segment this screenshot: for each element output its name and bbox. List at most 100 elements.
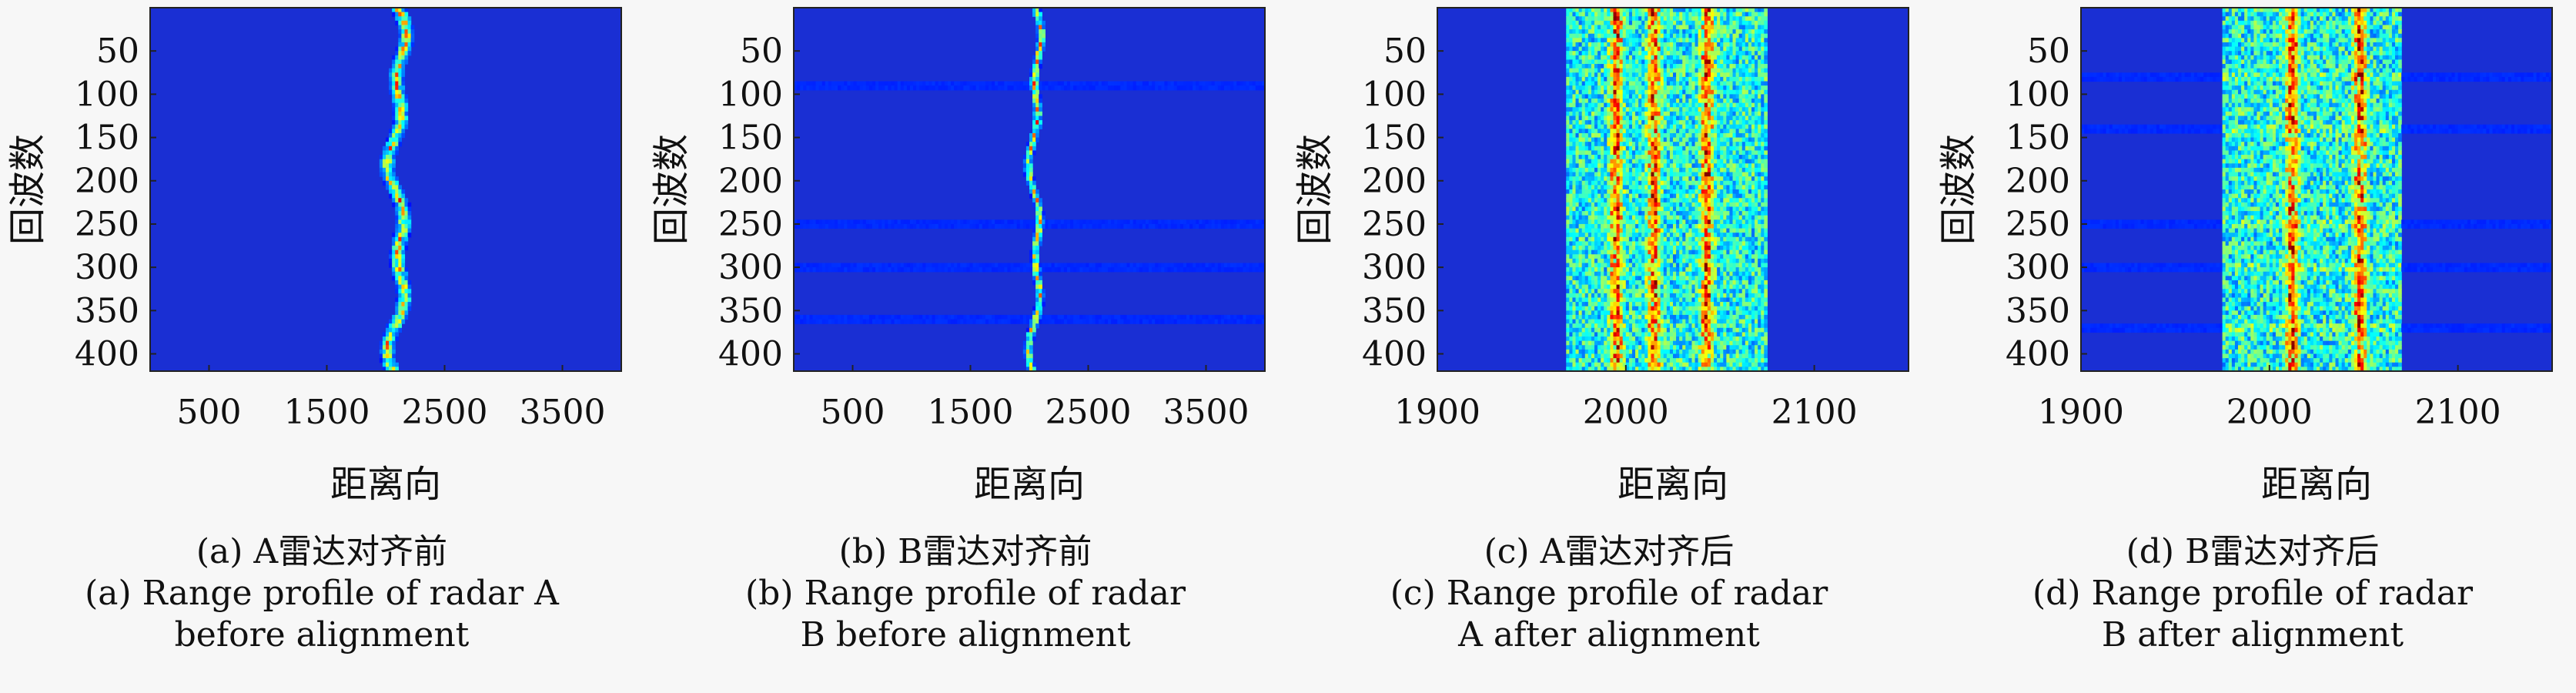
heatmap-cell <box>1622 51 1627 56</box>
heatmap-cell <box>1584 20 1589 26</box>
heatmap-cell <box>1249 85 1253 91</box>
heatmap-cell <box>1673 137 1677 142</box>
heatmap-cell <box>1569 55 1574 61</box>
heatmap-cell <box>1710 51 1715 56</box>
heatmap-cell <box>1673 198 1677 203</box>
heatmap-cell <box>1607 159 1611 164</box>
heatmap-cell <box>1691 38 1696 43</box>
heatmap-cell <box>1572 81 1577 86</box>
heatmap-cell <box>812 219 817 225</box>
heatmap-cell <box>1594 46 1598 52</box>
heatmap-cell <box>1663 72 1668 78</box>
heatmap-cell <box>1569 46 1574 52</box>
heatmap-cell <box>1211 81 1216 86</box>
heatmap-cell <box>1625 59 1630 65</box>
heatmap-cell <box>838 267 841 273</box>
heatmap-cell <box>998 219 1002 225</box>
heatmap-cell <box>972 219 977 225</box>
heatmap-cell <box>803 219 807 225</box>
heatmap-cell <box>1648 76 1652 82</box>
heatmap-cell <box>995 85 999 91</box>
heatmap-cell <box>1764 76 1768 82</box>
heatmap-cell <box>1578 180 1583 186</box>
heatmap-cell <box>1738 29 1743 35</box>
heatmap-cell <box>1720 76 1724 82</box>
heatmap-cell <box>862 219 867 225</box>
heatmap-cell <box>1587 99 1592 104</box>
heatmap-cell <box>1111 263 1115 268</box>
heatmap-cell <box>844 314 848 320</box>
heatmap-cell <box>1660 72 1664 78</box>
heatmap-cell <box>1610 116 1614 121</box>
heatmap-cell <box>1013 81 1018 86</box>
heatmap-cell <box>1698 51 1702 56</box>
heatmap-cell <box>1648 185 1652 190</box>
heatmap-cell <box>992 223 995 229</box>
heatmap-cell <box>1063 219 1068 225</box>
heatmap-cell <box>1764 180 1768 186</box>
heatmap-cell <box>1641 76 1645 82</box>
heatmap-cell <box>1635 159 1639 164</box>
heatmap-cell <box>1566 155 1570 160</box>
heatmap-cell <box>1644 172 1648 177</box>
heatmap-cell <box>1610 137 1614 142</box>
heatmap-cell <box>1042 314 1045 320</box>
heatmap-cell <box>1035 102 1039 108</box>
heatmap-cell <box>382 163 386 169</box>
heatmap-cell <box>1654 38 1658 43</box>
heatmap-cell <box>1261 81 1266 86</box>
heatmap-cell <box>1651 111 1655 117</box>
heatmap-cell <box>1732 107 1737 112</box>
heatmap-cell <box>957 319 961 324</box>
heatmap-cell <box>969 81 974 86</box>
heatmap-cell <box>853 267 858 273</box>
heatmap-cell <box>1741 172 1746 177</box>
heatmap-cell <box>1230 314 1234 320</box>
heatmap-cell <box>1663 12 1668 17</box>
heatmap-cell <box>1239 314 1244 320</box>
heatmap-cell <box>1688 55 1693 61</box>
heatmap-cell <box>1575 129 1580 134</box>
heatmap-cell <box>1666 159 1671 164</box>
heatmap-cell <box>1199 219 1203 225</box>
heatmap-cell <box>1635 16 1639 22</box>
heatmap-cell <box>1726 146 1731 152</box>
heatmap-cell <box>1704 155 1708 160</box>
heatmap-cell <box>1710 163 1715 169</box>
heatmap-cell <box>1673 25 1677 30</box>
heatmap-cell <box>1723 163 1727 169</box>
heatmap-cell <box>1569 107 1574 112</box>
heatmap-cell <box>1628 167 1633 173</box>
heatmap-cell <box>1707 167 1711 173</box>
heatmap-cell <box>1057 223 1062 229</box>
heatmap-cell <box>1717 64 1721 69</box>
heatmap-cell <box>928 219 933 225</box>
heatmap-cell <box>1594 132 1598 139</box>
heatmap-cell <box>1688 132 1693 139</box>
heatmap-cell <box>1717 16 1721 22</box>
heatmap-cell <box>1575 180 1580 186</box>
heatmap-cell <box>1682 202 1686 208</box>
caption-a: (a) A雷达对齐前 (a) Range profile of radar A … <box>0 531 644 656</box>
heatmap-cell <box>1654 193 1658 199</box>
heatmap-cell <box>1654 20 1658 26</box>
heatmap-cell <box>1578 72 1583 78</box>
heatmap-cell <box>1679 129 1683 134</box>
heatmap-cell <box>865 219 870 225</box>
heatmap-cell <box>1572 59 1577 65</box>
heatmap-cell <box>1720 38 1724 43</box>
heatmap-cell <box>1261 314 1266 320</box>
heatmap-cell <box>1048 81 1052 86</box>
heatmap-cell <box>1679 72 1683 78</box>
heatmap-cell <box>1651 20 1655 26</box>
heatmap-cell <box>1575 68 1580 73</box>
heatmap-cell <box>398 219 402 225</box>
heatmap-cell <box>1164 223 1169 229</box>
heatmap-cell <box>1732 25 1737 30</box>
heatmap-cell <box>1685 85 1689 91</box>
heatmap-cell <box>821 223 826 229</box>
heatmap-cell <box>1211 85 1216 91</box>
heatmap-cell <box>1208 267 1213 273</box>
heatmap-cell <box>1082 219 1087 225</box>
heatmap-cell <box>1610 81 1614 86</box>
